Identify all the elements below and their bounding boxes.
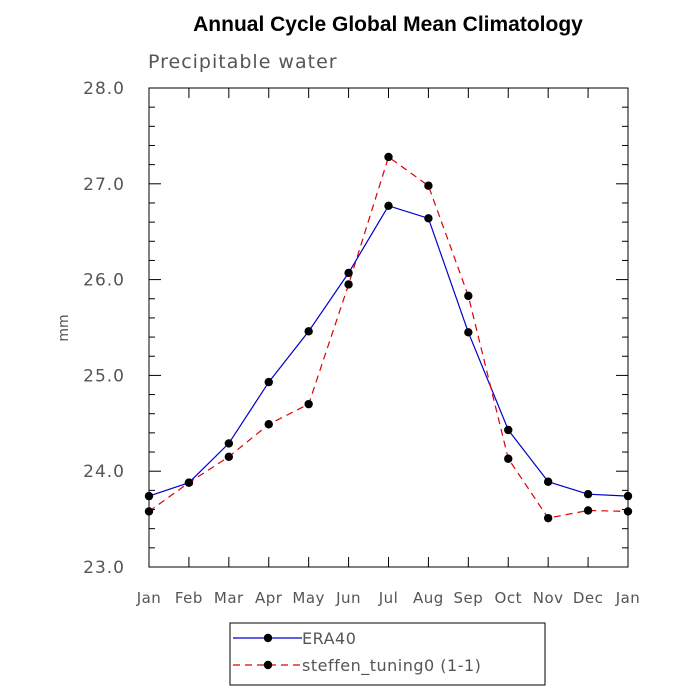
- series-point-1: [264, 420, 273, 429]
- series-point-0: [264, 377, 273, 387]
- x-tick-labels: Jan Feb Mar Apr May Jun Jul Aug Sep Oct Nov Dec Jan: [136, 589, 641, 607]
- x-tick-label: Dec: [573, 589, 604, 607]
- legend-label-1: steffen_tuning0 (1-1): [302, 656, 481, 676]
- series-point-1: [583, 506, 593, 515]
- series-point-0: [464, 328, 473, 337]
- x-tick-label: Oct: [495, 589, 522, 607]
- series-point-0: [424, 214, 433, 223]
- chart-subtitle: Precipitable water: [148, 51, 338, 73]
- y-axis-label: mm: [56, 314, 72, 341]
- legend-label-0: ERA40: [302, 629, 356, 648]
- series-point-1: [504, 454, 513, 463]
- series-point-0: [144, 491, 154, 501]
- x-tick-label: Jun: [335, 589, 361, 607]
- series-point-1: [623, 507, 633, 516]
- series-point-1: [344, 280, 353, 289]
- x-tick-label: Jan: [615, 589, 641, 607]
- y-tick-label: 28.0: [83, 79, 125, 99]
- series-point-0: [304, 327, 313, 336]
- x-tick-label: Jul: [378, 589, 399, 607]
- x-tick-label: Jan: [136, 589, 162, 607]
- series-point-1: [384, 152, 393, 162]
- x-tick-label: Apr: [255, 589, 283, 607]
- series-point-1: [224, 452, 234, 462]
- series-point-0: [623, 491, 633, 501]
- series-line-0: [148, 205, 629, 497]
- y-tick-label: 24.0: [83, 462, 125, 482]
- series-point-1: [543, 513, 553, 523]
- series-point-1: [144, 507, 154, 516]
- series-point-0: [344, 268, 353, 278]
- x-tick-label: Nov: [533, 589, 564, 607]
- series-point-1: [464, 291, 473, 301]
- legend-box: [229, 622, 546, 686]
- series-point-0: [504, 425, 513, 435]
- y-tick-label: 23.0: [83, 558, 125, 578]
- chart-title: Annual Cycle Global Mean Climatology: [193, 13, 583, 36]
- x-tick-label: Aug: [413, 589, 444, 607]
- legend-marker-0: [263, 633, 273, 643]
- axis-ticks: [148, 87, 629, 568]
- y-tick-label: 26.0: [83, 271, 125, 291]
- y-tick-label: 25.0: [83, 366, 125, 386]
- series-point-0: [224, 439, 234, 448]
- series-point-0: [384, 201, 393, 211]
- legend: ERA40 steffen_tuning0 (1-1): [229, 622, 546, 686]
- series-line-1: [148, 156, 629, 519]
- series-point-1: [304, 399, 313, 409]
- series-lines: [148, 156, 629, 519]
- x-tick-label: Sep: [453, 589, 483, 607]
- series-point-0: [543, 477, 553, 486]
- y-tick-labels: 23.0 24.0 25.0 26.0 27.0 28.0: [83, 79, 125, 578]
- series-points: [144, 152, 633, 523]
- series-point-1: [424, 181, 433, 190]
- x-tick-label: Mar: [214, 589, 244, 607]
- series-point-0: [583, 489, 593, 499]
- legend-marker-1: [263, 660, 273, 670]
- x-tick-label: Feb: [175, 589, 203, 607]
- x-tick-label: May: [292, 589, 325, 607]
- series-point-1: [184, 478, 194, 487]
- y-tick-label: 27.0: [83, 175, 125, 195]
